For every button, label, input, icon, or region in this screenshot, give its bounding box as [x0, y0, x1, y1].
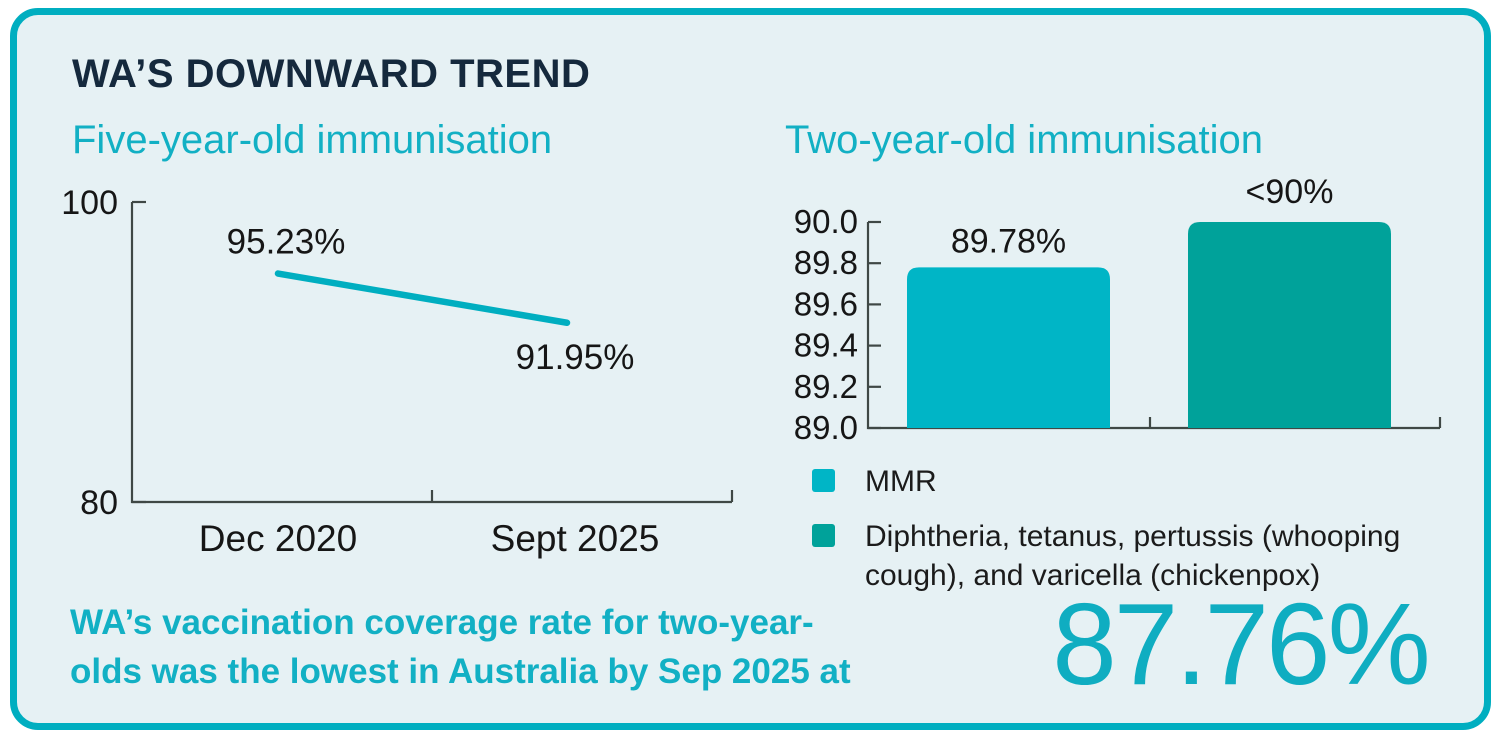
page-title: WA’S DOWNWARD TREND	[72, 52, 591, 96]
svg-text:90.0: 90.0	[794, 203, 858, 240]
svg-text:Dec 2020: Dec 2020	[199, 518, 357, 559]
svg-text:89.0: 89.0	[794, 409, 858, 446]
svg-text:89.8: 89.8	[794, 244, 858, 281]
svg-text:Sept 2025: Sept 2025	[491, 518, 660, 559]
mmr-legend-label: MMR	[865, 465, 937, 498]
chart-legend: MMR Diphtheria, tetanus, pertussis (whoo…	[812, 462, 1450, 595]
svg-text:80: 80	[80, 484, 118, 522]
statement-text: WA’s vaccination coverage rate for two-y…	[70, 598, 851, 696]
legend-item-mmr: MMR	[812, 462, 1450, 501]
dtp-varicella-legend-label: Diphtheria, tetanus, pertussis (whooping…	[865, 520, 1401, 592]
svg-text:89.2: 89.2	[794, 368, 858, 405]
coverage-rate-stat: 87.76%	[1052, 579, 1430, 709]
svg-text:89.78%: 89.78%	[951, 222, 1066, 260]
five-year-chart-title: Five-year-old immunisation	[72, 118, 553, 162]
two-year-chart-title: Two-year-old immunisation	[785, 118, 1263, 162]
svg-text:91.95%: 91.95%	[516, 338, 635, 377]
two-year-bar-chart: 90.0 89.8 89.6 89.4 89.2 89.0 89.78% <90%	[794, 173, 1442, 446]
svg-text:100: 100	[61, 184, 118, 222]
svg-text:89.4: 89.4	[794, 327, 858, 364]
legend-item-dtp-varicella: Diphtheria, tetanus, pertussis (whooping…	[812, 517, 1450, 595]
dtp-varicella-legend-swatch	[812, 524, 835, 547]
svg-text:<90%: <90%	[1246, 173, 1334, 211]
statement-line-2: olds was the lowest in Australia by Sep …	[70, 652, 851, 691]
mmr-legend-swatch	[812, 469, 835, 492]
svg-text:95.23%: 95.23%	[227, 223, 346, 262]
five-year-line-chart: 100 80 Dec 2020 Sept 2025 95.23% 91.95%	[61, 184, 734, 559]
svg-text:89.6: 89.6	[794, 285, 858, 322]
statement-line-1: WA’s vaccination coverage rate for two-y…	[70, 603, 814, 642]
